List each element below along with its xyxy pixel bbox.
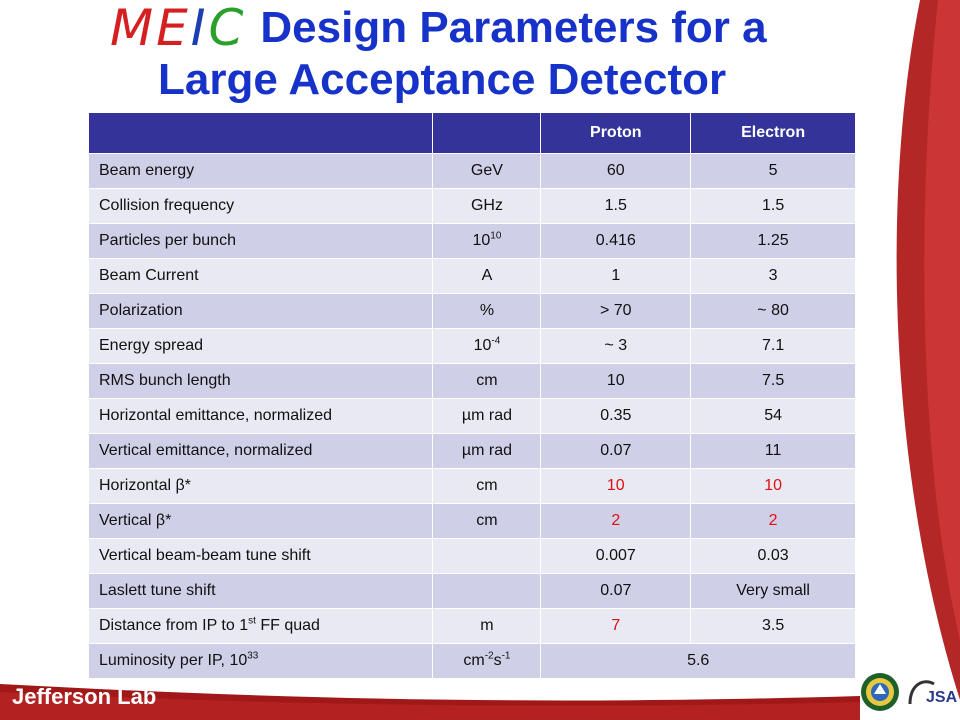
electron-value: 7.1 (690, 328, 856, 364)
param-name: Collision frequency (87, 188, 434, 224)
slide-title: MEIC Design Parameters for a Large Accep… (110, 0, 880, 108)
param-name: Horizontal emittance, normalized (87, 398, 434, 434)
param-unit: % (432, 293, 542, 329)
header-unit (432, 112, 542, 154)
table-row: Vertical emittance, normalized µm rad 0.… (87, 433, 856, 469)
param-unit: 10-4 (432, 328, 542, 364)
table-row: Vertical β* cm 2 2 (87, 503, 856, 539)
proton-value: 0.07 (540, 433, 692, 469)
title-line-2: Large Acceptance Detector (158, 55, 727, 104)
electron-value: 1.25 (690, 223, 856, 259)
header-proton: Proton (540, 112, 692, 154)
table-row: Beam Current A 1 3 (87, 258, 856, 294)
param-name: Vertical beam-beam tune shift (87, 538, 434, 574)
table-row: Distance from IP to 1st FF quad m 7 3.5 (87, 608, 856, 644)
table-row: Laslett tune shift 0.07 Very small (87, 573, 856, 609)
proton-value: 10 (540, 468, 692, 504)
param-unit: µm rad (432, 433, 542, 469)
param-name: Particles per bunch (87, 223, 434, 259)
proton-value: 1.5 (540, 188, 692, 224)
luminosity-value: 5.6 (540, 643, 856, 679)
param-unit: µm rad (432, 398, 542, 434)
doe-seal-icon (861, 673, 899, 711)
table-row: Vertical beam-beam tune shift 0.007 0.03 (87, 538, 856, 574)
param-name: RMS bunch length (87, 363, 434, 399)
param-name: Beam Current (87, 258, 434, 294)
param-unit: cm (432, 468, 542, 504)
param-unit: 1010 (432, 223, 542, 259)
table-row: RMS bunch length cm 10 7.5 (87, 363, 856, 399)
table-row: Polarization % > 70 ~ 80 (87, 293, 856, 329)
table-row: Luminosity per IP, 1033 cm-2s-1 5.6 (87, 643, 856, 679)
title-line-1: Design Parameters for a (260, 3, 767, 52)
table-row: Energy spread 10-4 ~ 3 7.1 (87, 328, 856, 364)
electron-value: Very small (690, 573, 856, 609)
electron-value: 10 (690, 468, 856, 504)
param-name: Vertical emittance, normalized (87, 433, 434, 469)
electron-value: 3.5 (690, 608, 856, 644)
proton-value: 0.416 (540, 223, 692, 259)
table-row: Beam energy GeV 60 5 (87, 153, 856, 189)
param-name: Vertical β* (87, 503, 434, 539)
header-param (87, 112, 434, 154)
table-row: Horizontal β* cm 10 10 (87, 468, 856, 504)
proton-value: 10 (540, 363, 692, 399)
param-unit: A (432, 258, 542, 294)
proton-value: > 70 (540, 293, 692, 329)
param-name: Energy spread (87, 328, 434, 364)
jsa-text: JSA (926, 689, 958, 706)
electron-value: 1.5 (690, 188, 856, 224)
proton-value: 0.07 (540, 573, 692, 609)
decorative-swoosh (896, 0, 960, 700)
electron-value: 54 (690, 398, 856, 434)
param-unit (432, 538, 542, 574)
param-name: Polarization (87, 293, 434, 329)
electron-value: ~ 80 (690, 293, 856, 329)
jefferson-lab-logo: Jefferson Lab (12, 684, 157, 709)
param-unit: cm-2s-1 (432, 643, 542, 679)
proton-value: 0.007 (540, 538, 692, 574)
param-unit: m (432, 608, 542, 644)
electron-value: 11 (690, 433, 856, 469)
table-header-row: Proton Electron (87, 112, 856, 154)
proton-value: 60 (540, 153, 692, 189)
electron-value: 3 (690, 258, 856, 294)
param-name: Luminosity per IP, 1033 (87, 643, 434, 679)
param-name: Horizontal β* (87, 468, 434, 504)
proton-value: 0.35 (540, 398, 692, 434)
jsa-logo-icon: JSA (908, 680, 958, 706)
proton-value: 1 (540, 258, 692, 294)
table-row: Horizontal emittance, normalized µm rad … (87, 398, 856, 434)
param-unit: GeV (432, 153, 542, 189)
header-electron: Electron (690, 112, 856, 154)
parameters-table: Proton Electron Beam energy GeV 60 5 Col… (87, 112, 856, 679)
param-name: Beam energy (87, 153, 434, 189)
param-name: Distance from IP to 1st FF quad (87, 608, 434, 644)
param-unit (432, 573, 542, 609)
param-name: Laslett tune shift (87, 573, 434, 609)
meic-logo: MEIC (110, 0, 247, 57)
param-unit: GHz (432, 188, 542, 224)
electron-value: 0.03 (690, 538, 856, 574)
param-unit: cm (432, 363, 542, 399)
electron-value: 7.5 (690, 363, 856, 399)
param-unit: cm (432, 503, 542, 539)
electron-value: 2 (690, 503, 856, 539)
proton-value: 7 (540, 608, 692, 644)
footer-bar (0, 684, 860, 720)
electron-value: 5 (690, 153, 856, 189)
table-row: Particles per bunch 1010 0.416 1.25 (87, 223, 856, 259)
proton-value: 2 (540, 503, 692, 539)
table-row: Collision frequency GHz 1.5 1.5 (87, 188, 856, 224)
proton-value: ~ 3 (540, 328, 692, 364)
